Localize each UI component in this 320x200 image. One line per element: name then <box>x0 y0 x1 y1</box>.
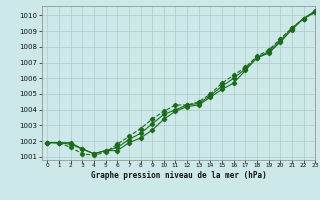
X-axis label: Graphe pression niveau de la mer (hPa): Graphe pression niveau de la mer (hPa) <box>91 171 266 180</box>
